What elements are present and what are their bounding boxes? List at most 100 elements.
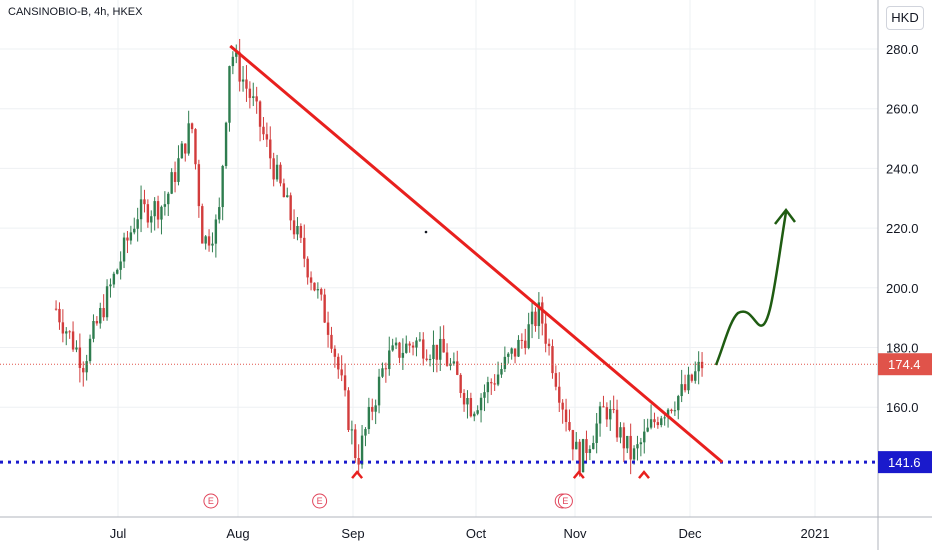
candle-body	[180, 143, 184, 159]
candle-body	[269, 139, 272, 159]
candle-body	[483, 392, 486, 398]
candle-body	[442, 338, 445, 353]
candle-body	[333, 348, 337, 357]
candle-body	[360, 435, 364, 465]
candle-body	[231, 56, 235, 67]
candle-body	[354, 429, 357, 459]
earnings-event-label: E	[208, 496, 214, 506]
candle-body	[445, 352, 449, 366]
candle-body	[496, 374, 500, 385]
candle-body	[609, 408, 612, 420]
candle-body	[156, 201, 160, 220]
candle-body	[105, 286, 109, 318]
candle-body	[656, 422, 660, 426]
candle-body	[564, 409, 568, 423]
candle-body	[544, 323, 547, 344]
candle-body	[68, 331, 71, 333]
candle-body	[167, 193, 170, 205]
candle-body	[337, 356, 340, 370]
candle-body	[670, 409, 673, 412]
candle-body	[683, 384, 687, 391]
candle-body	[75, 347, 78, 350]
candle-body	[153, 201, 156, 217]
candle-body	[663, 417, 666, 419]
candle-body	[377, 376, 381, 406]
candle-body	[201, 206, 204, 244]
candle-body	[190, 123, 194, 130]
candle-body	[547, 343, 551, 347]
candle-body	[537, 302, 541, 327]
candle-body	[534, 311, 537, 327]
candle-body	[214, 219, 218, 244]
candle-body	[459, 374, 462, 394]
candle-body	[588, 449, 592, 453]
candle-body	[173, 172, 177, 182]
last-price-badge-label: 174.4	[888, 357, 921, 372]
candle-body	[177, 158, 180, 182]
x-tick-label: Sep	[341, 526, 364, 541]
candle-body	[629, 435, 632, 460]
candle-body	[116, 269, 119, 274]
y-tick-label: 260.0	[886, 102, 919, 117]
candle-body	[85, 361, 88, 373]
candle-body	[194, 129, 197, 165]
candle-body	[510, 348, 513, 354]
candle-body	[316, 289, 320, 291]
candle-body	[228, 66, 231, 123]
candle-body	[598, 406, 602, 424]
downtrend-line	[229, 44, 724, 464]
candle-body	[255, 96, 258, 102]
candle-body	[435, 344, 439, 360]
candle-body	[272, 158, 275, 180]
candle-body	[71, 331, 75, 350]
candle-body	[462, 393, 466, 405]
earnings-event-icon	[557, 493, 573, 509]
candle-body	[473, 413, 476, 417]
candle-body	[224, 122, 228, 166]
earnings-event-icon	[312, 493, 328, 509]
candle-body	[320, 289, 323, 295]
symbol-title: CANSINOBIO-B, 4h, HKEX	[8, 6, 143, 18]
candle-body	[384, 368, 388, 370]
candle-body	[479, 397, 483, 411]
candle-body	[398, 342, 401, 358]
currency-button[interactable]: HKD	[886, 6, 924, 30]
candle-body	[646, 427, 649, 432]
candle-body	[207, 236, 211, 246]
candle-body	[558, 386, 561, 403]
candle-body	[204, 236, 207, 244]
candle-body	[673, 410, 677, 412]
candle-body	[112, 273, 116, 285]
candle-body	[99, 307, 102, 324]
candle-body	[211, 243, 214, 246]
candle-body	[292, 220, 296, 235]
candle-body	[490, 382, 493, 384]
bottom-marker-icon	[351, 470, 364, 479]
x-tick-label: Dec	[678, 526, 702, 541]
candle-body	[527, 324, 530, 349]
candle-body	[578, 441, 581, 473]
candle-body	[296, 225, 299, 235]
candle-body	[350, 429, 354, 431]
candle-body	[575, 441, 578, 450]
candle-body	[133, 228, 136, 233]
candle-body	[275, 164, 279, 180]
candle-body	[660, 418, 663, 426]
x-tick-label: Nov	[563, 526, 587, 541]
candle-body	[235, 52, 238, 57]
candle-body	[694, 371, 697, 381]
candle-body	[469, 398, 473, 417]
candle-body	[394, 342, 398, 346]
candle-body	[636, 444, 639, 449]
candle-body	[252, 96, 255, 98]
candle-body	[289, 195, 292, 221]
candle-body	[248, 88, 252, 98]
candle-body	[643, 431, 646, 443]
candle-body	[150, 216, 153, 223]
candle-body	[520, 339, 524, 341]
candle-body	[340, 369, 343, 376]
candle-body	[666, 409, 670, 418]
projection-path	[714, 211, 788, 366]
